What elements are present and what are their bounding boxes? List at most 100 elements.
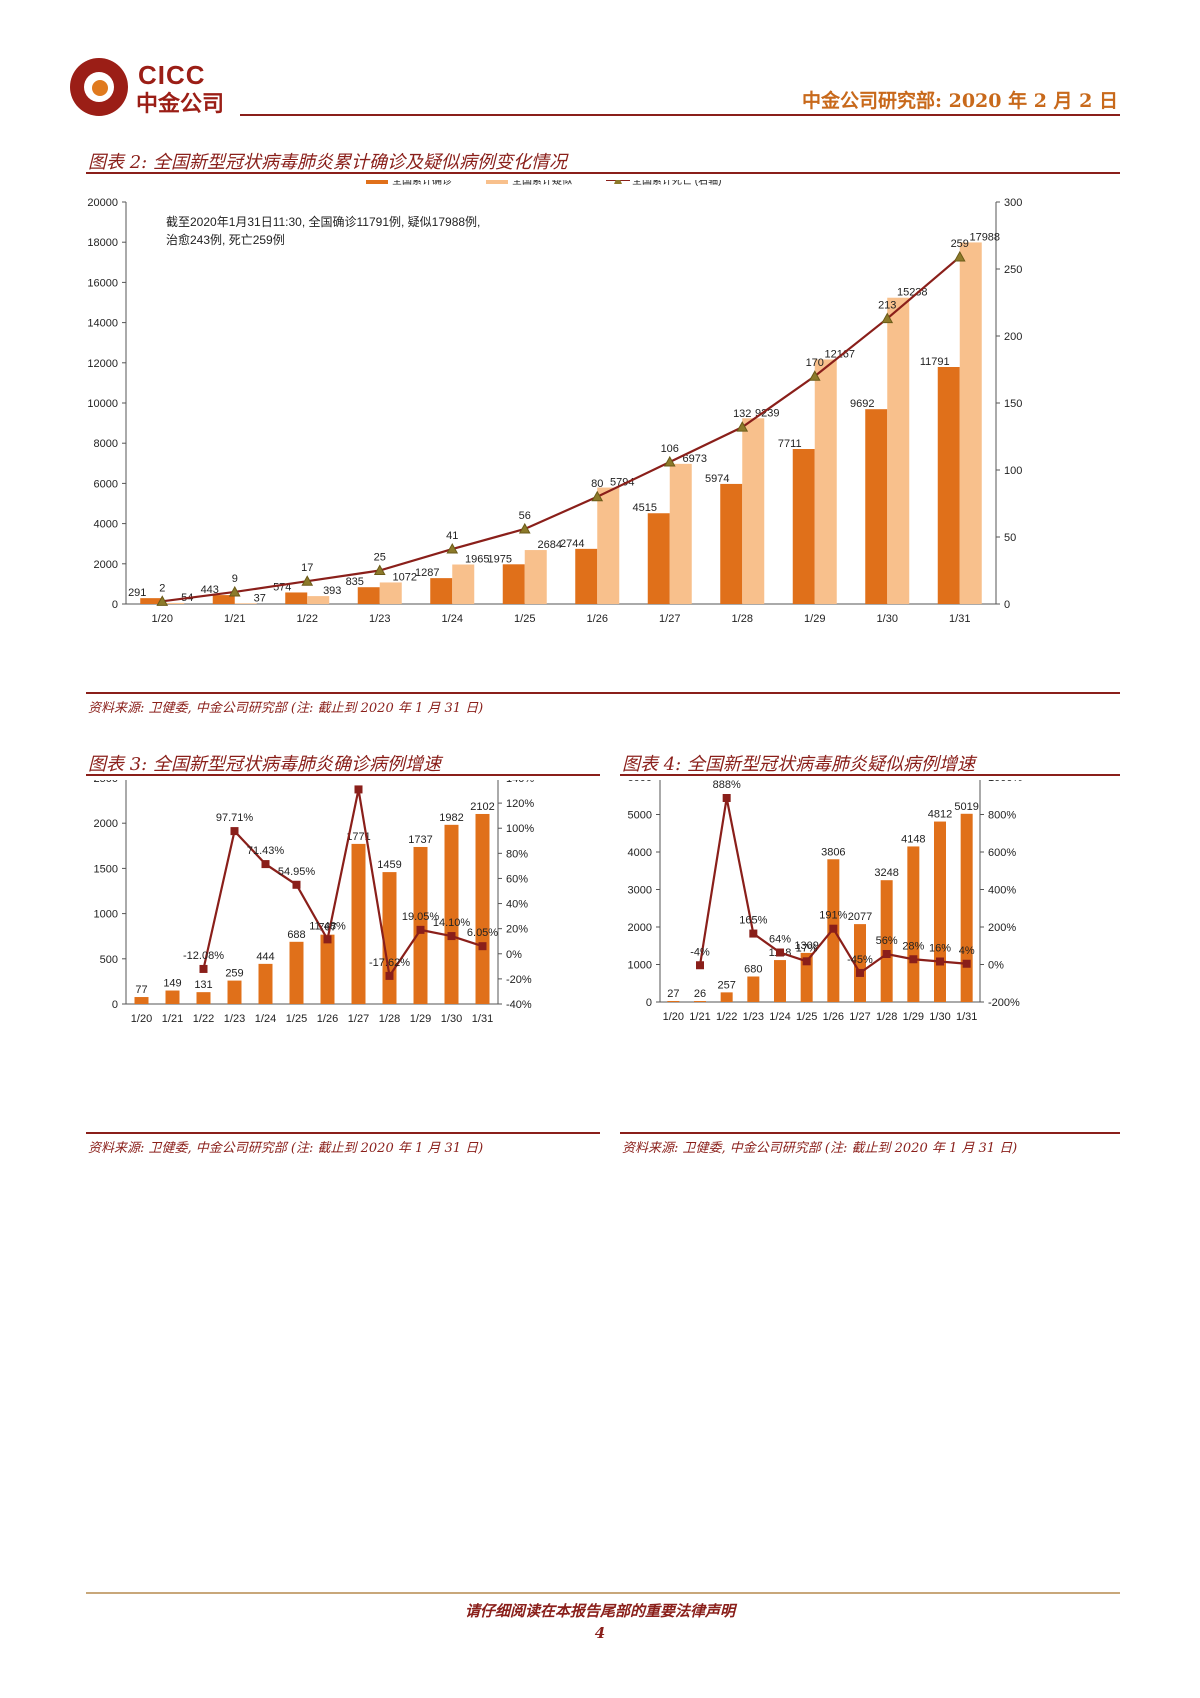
bar-value-label: 291 [128, 587, 146, 599]
right-tick-label: 150 [1004, 398, 1022, 410]
line-marker [936, 957, 944, 966]
x-tick-label: 1/21 [162, 1013, 183, 1025]
bar-value-label: 5019 [954, 801, 978, 813]
right-tick-label: 0 [1004, 599, 1010, 611]
x-tick-label: 1/23 [743, 1011, 764, 1023]
bar-value-label: 257 [717, 979, 735, 991]
right-tick-label: 0% [988, 960, 1004, 972]
bar-primary [502, 564, 525, 604]
line-value-label: 2 [159, 582, 165, 594]
right-tick-label: -40% [506, 999, 532, 1011]
line-series [162, 256, 961, 603]
bar-value-label: 393 [323, 585, 341, 597]
report-date: 中金公司研究部: 2020 年 2 月 2 日 [801, 90, 1118, 112]
bar-value-label: 1287 [415, 567, 439, 579]
bar-value-label: 688 [287, 929, 305, 941]
x-tick-label: 1/25 [796, 1011, 817, 1023]
x-tick-label: 1/23 [224, 1013, 245, 1025]
legend-swatch [486, 180, 508, 184]
logo-mark-dot [92, 80, 108, 96]
bar-primary [475, 813, 490, 1004]
x-tick-label: 1/29 [804, 613, 825, 625]
bar-primary [575, 548, 598, 604]
line-value-label: -4% [690, 946, 710, 958]
fig2-source-rule [86, 692, 1120, 694]
x-tick-label: 1/27 [849, 1011, 870, 1023]
bar-primary [854, 924, 866, 1002]
line-value-label: 165% [739, 915, 767, 927]
fig3-title-rule [86, 774, 600, 776]
left-tick-label: 5000 [628, 810, 652, 822]
line-marker [301, 575, 314, 586]
bar-primary [694, 1001, 706, 1002]
x-tick-label: 1/20 [131, 1013, 152, 1025]
fig4-chart: 0 1000 2000 3000 4000 5000 6000 -200% 0% 200% 400%… [628, 780, 1022, 1023]
x-tick-label: 1/20 [663, 1011, 684, 1023]
bar-value-label: 1771 [346, 831, 370, 843]
left-tick-label: 4000 [628, 847, 652, 859]
line-marker [156, 595, 169, 606]
bar-value-label: 7711 [778, 438, 802, 450]
line-value-label: 130.90% [337, 780, 381, 782]
line-marker [856, 968, 864, 977]
line-value-label: 16% [929, 943, 951, 955]
line-marker [292, 880, 301, 889]
bar-primary [747, 976, 760, 1002]
x-tick-label: 1/30 [877, 613, 898, 625]
line-value-label: 80 [591, 478, 603, 490]
line-value-label: 19.05% [402, 911, 440, 923]
left-tick-label: 2000 [94, 818, 118, 830]
bar-secondary [887, 297, 910, 604]
x-tick-label: 1/26 [587, 613, 608, 625]
right-tick-label: 100% [506, 823, 534, 835]
left-tick-label: 2500 [94, 780, 118, 785]
left-tick-label: 8000 [94, 438, 118, 450]
x-tick-label: 1/21 [689, 1011, 710, 1023]
right-tick-label: 120% [506, 798, 534, 810]
line-value-label: 17 [301, 562, 313, 574]
bar-value-label: 444 [256, 951, 274, 963]
right-tick-label: 300 [1004, 197, 1022, 209]
line-marker [829, 924, 838, 933]
bar-primary [165, 990, 180, 1004]
x-tick-label: 1/29 [410, 1013, 431, 1025]
fig3-source-rule [86, 1132, 600, 1134]
left-tick-label: 16000 [87, 277, 118, 289]
bar-value-label: 835 [346, 576, 364, 588]
x-tick-label: 1/26 [317, 1013, 338, 1025]
x-tick-label: 1/28 [379, 1013, 400, 1025]
bar-value-label: 680 [744, 964, 762, 976]
right-tick-label: 50 [1004, 532, 1016, 544]
bar-primary [667, 1000, 680, 1002]
right-tick-label: 400% [988, 885, 1016, 897]
right-tick-label: -200% [988, 997, 1020, 1009]
x-tick-label: 1/27 [348, 1013, 369, 1025]
legend-label: 全国累计确诊 [392, 180, 452, 187]
fig4-source: 资料来源: 卫健委, 中金公司研究部 (注: 截止到 2020 年 1 月 31… [622, 1141, 1018, 1156]
bar-value-label: 443 [201, 584, 219, 596]
bar-secondary [669, 463, 692, 604]
line-value-label: 14.10% [433, 917, 471, 929]
legend-marker [614, 180, 622, 184]
line-marker [736, 421, 749, 432]
bar-value-label: 37 [254, 592, 266, 604]
bar-primary [647, 513, 670, 604]
line-marker [228, 585, 241, 597]
right-tick-label: 140% [506, 780, 534, 785]
bar-value-label: 1737 [408, 834, 432, 846]
page-number: 4 [594, 1624, 606, 1642]
right-tick-label: 800% [988, 810, 1016, 822]
bar-primary [289, 941, 304, 1004]
line-value-label: -45% [847, 954, 873, 966]
header-rule [240, 114, 1120, 116]
left-tick-label: 2000 [628, 922, 652, 934]
line-marker [591, 490, 604, 502]
bar-primary [907, 846, 920, 1002]
logo-text-cn: 中金公司 [136, 92, 225, 117]
right-tick-label: 100 [1004, 465, 1022, 477]
right-tick-label: 600% [988, 847, 1016, 859]
right-tick-label: -20% [506, 974, 532, 986]
line-series [202, 789, 483, 979]
line-value-label: 9 [232, 573, 238, 585]
left-tick-label: 500 [100, 954, 118, 966]
